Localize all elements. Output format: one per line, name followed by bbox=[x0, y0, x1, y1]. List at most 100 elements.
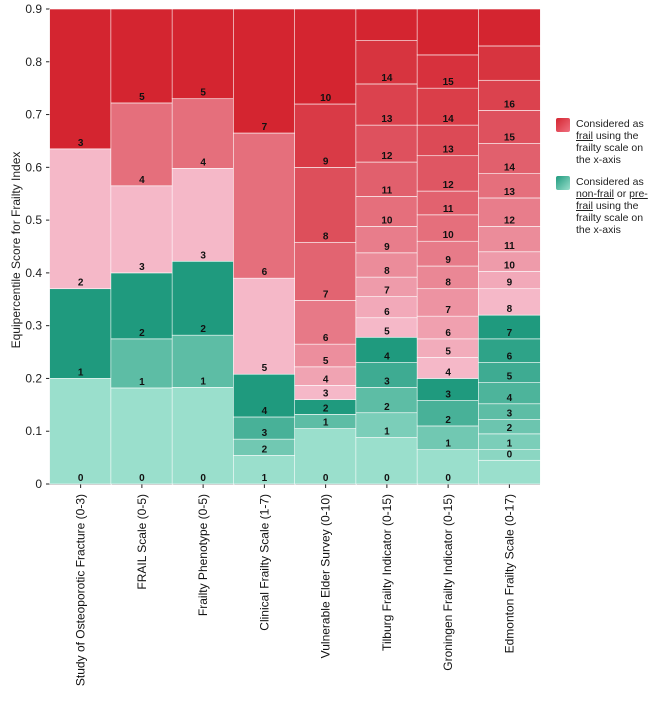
segment-score-label: 5 bbox=[200, 88, 206, 99]
segment-score-label: 4 bbox=[139, 175, 145, 186]
segment-score-label: 1 bbox=[384, 427, 390, 438]
segment-score-label: 1 bbox=[139, 377, 145, 388]
segment-score-label: 0 bbox=[139, 473, 145, 484]
segment-score-label: 4 bbox=[445, 367, 451, 378]
segment-score-label: 8 bbox=[323, 231, 329, 242]
bar-segment bbox=[478, 8, 541, 47]
bar-segment bbox=[478, 288, 541, 316]
segment-score-label: 9 bbox=[384, 242, 390, 253]
segment-score-label: 5 bbox=[139, 92, 145, 103]
bar-segment bbox=[110, 185, 174, 274]
bar-segment bbox=[416, 449, 480, 485]
segment-score-label: 2 bbox=[200, 324, 206, 335]
bar-segment bbox=[49, 378, 112, 485]
segment-score-label: 5 bbox=[323, 356, 329, 367]
bar-segment bbox=[49, 8, 112, 150]
y-tick-label: 0.7 bbox=[25, 108, 42, 122]
bar-segment bbox=[478, 110, 541, 144]
segment-score-label: 12 bbox=[443, 180, 455, 191]
bar-segment bbox=[110, 102, 174, 187]
bar-segment bbox=[355, 387, 419, 414]
segment-score-label: 0 bbox=[384, 473, 390, 484]
segment-score-label: 8 bbox=[445, 278, 451, 289]
segment-score-label: 6 bbox=[323, 333, 329, 344]
category-label: Clinical Frailty Scale (1-7) bbox=[257, 494, 271, 631]
bar-segment bbox=[355, 161, 419, 197]
segment-score-label: 10 bbox=[504, 260, 516, 271]
bar-segment bbox=[49, 288, 112, 379]
segment-score-label: 7 bbox=[262, 122, 268, 133]
bar-segment bbox=[416, 8, 480, 56]
bar-segment bbox=[478, 143, 541, 174]
legend-frail: Considered as frail using the frailty sc… bbox=[556, 118, 648, 168]
bar-segment bbox=[294, 103, 357, 168]
segment-score-label: 3 bbox=[139, 262, 145, 273]
segment-score-label: 0 bbox=[78, 473, 84, 484]
segment-score-label: 15 bbox=[504, 133, 516, 144]
segment-score-label: 13 bbox=[443, 145, 455, 156]
segment-score-label: 4 bbox=[323, 374, 329, 385]
bar-segment bbox=[49, 148, 112, 290]
segment-score-label: 4 bbox=[384, 352, 390, 363]
bar-segment bbox=[233, 277, 296, 375]
category-label: Tilburg Frailty Indicator (0-15) bbox=[380, 494, 394, 651]
segment-score-label: 0 bbox=[323, 473, 329, 484]
segment-score-label: 4 bbox=[262, 406, 268, 417]
category-label: Frailty Phenotype (0-5) bbox=[196, 494, 210, 616]
segment-score-label: 7 bbox=[384, 286, 390, 297]
bar-segment bbox=[171, 260, 235, 336]
segment-score-label: 11 bbox=[443, 204, 454, 215]
bar-segment bbox=[110, 8, 174, 104]
bar-segment bbox=[171, 8, 235, 100]
bar-segment bbox=[416, 240, 480, 267]
segment-score-label: 11 bbox=[504, 241, 515, 252]
bar-segment bbox=[355, 362, 419, 388]
bar-segment bbox=[478, 459, 541, 485]
bar-segment bbox=[294, 8, 357, 105]
bar-segment bbox=[355, 8, 419, 41]
segment-score-label: 2 bbox=[139, 328, 145, 339]
segment-score-label: 5 bbox=[507, 372, 513, 383]
bar-segment bbox=[416, 124, 480, 157]
segment-score-label: 6 bbox=[384, 307, 390, 318]
segment-score-label: 5 bbox=[445, 346, 451, 357]
segment-score-label: 1 bbox=[78, 367, 84, 378]
segment-score-label: 1 bbox=[445, 439, 451, 450]
segment-score-label: 13 bbox=[504, 187, 516, 198]
segment-score-label: 15 bbox=[443, 77, 455, 88]
segment-score-label: 6 bbox=[445, 328, 451, 339]
segment-score-label: 16 bbox=[504, 99, 516, 110]
bar-segment bbox=[478, 226, 541, 253]
y-tick-label: 0.4 bbox=[25, 266, 42, 280]
segment-score-label: 0 bbox=[200, 473, 206, 484]
bar-segment bbox=[355, 412, 419, 438]
segment-score-label: 3 bbox=[262, 428, 268, 439]
bar-segment bbox=[355, 252, 419, 278]
bar-segment bbox=[478, 197, 541, 227]
segment-score-label: 7 bbox=[507, 328, 513, 339]
y-tick-label: 0.1 bbox=[25, 424, 42, 438]
bar-segment bbox=[171, 168, 235, 262]
category-label: FRAIL Scale (0-5) bbox=[135, 494, 149, 590]
segment-score-label: 4 bbox=[200, 157, 206, 168]
y-tick-label: 0 bbox=[35, 477, 42, 491]
segment-score-label: 10 bbox=[320, 93, 332, 104]
bar-segment bbox=[171, 387, 235, 485]
bar-segment bbox=[233, 8, 296, 134]
category-label: Vulnerable Elder Survey (0-10) bbox=[319, 494, 333, 658]
segment-score-label: 3 bbox=[507, 409, 513, 420]
category-label: Groningen Frailty Indicator (0-15) bbox=[441, 494, 455, 671]
legend-nonfrail-swatch bbox=[556, 176, 570, 190]
segment-score-label: 7 bbox=[445, 305, 451, 316]
bar-segment bbox=[294, 241, 357, 301]
segment-score-label: 5 bbox=[262, 363, 268, 374]
bar-segment bbox=[478, 45, 541, 81]
segment-score-label: 1 bbox=[200, 376, 206, 387]
segment-score-label: 9 bbox=[323, 156, 329, 167]
segment-score-label: 8 bbox=[507, 304, 513, 315]
segment-score-label: 12 bbox=[381, 151, 393, 162]
segment-score-label: 3 bbox=[200, 250, 206, 261]
legend-nonfrail: Considered as non-frail or pre-frail usi… bbox=[556, 176, 648, 236]
segment-score-label: 13 bbox=[381, 114, 393, 125]
